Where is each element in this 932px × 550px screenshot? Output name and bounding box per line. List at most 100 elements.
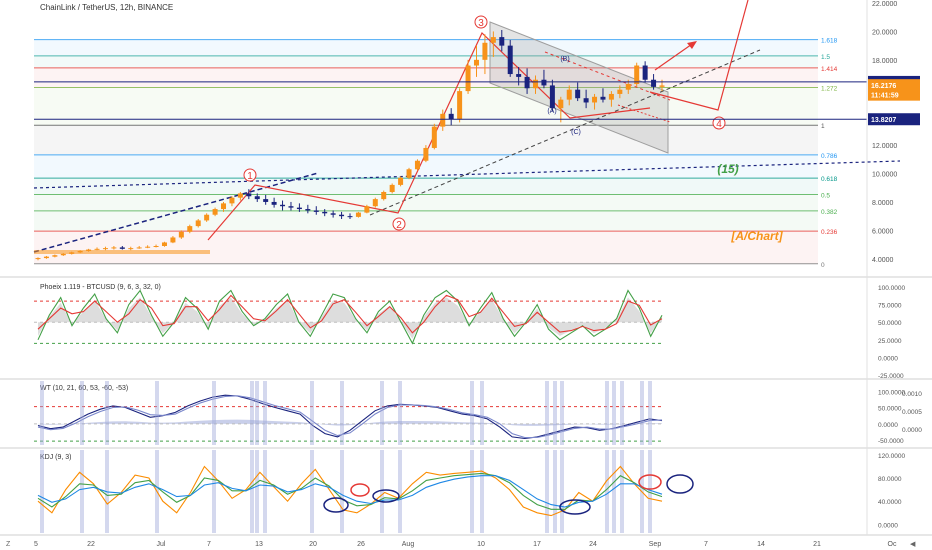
candle-body [423,147,429,161]
candle-body [136,247,142,249]
price-tag-label: 13.8207 [871,117,896,124]
time-tick-label: 20 [309,541,317,548]
indicator-tick-label: 0.0000 [878,422,898,429]
price-axis: 22.000020.000018.000016.000014.000012.00… [868,1,920,264]
time-tick-label: 24 [589,541,597,548]
corner-button-left[interactable]: Z [6,541,11,548]
indicator-tick-label: 0.0000 [878,522,898,529]
signal-bar [250,381,254,445]
indicator-tick-label: 75.0000 [878,303,902,310]
candle-body [507,45,513,75]
price-tag [868,79,920,92]
signal-bar [648,450,652,533]
indicator-tick-label: 25.0000 [878,338,902,345]
signal-bar [212,450,216,533]
price-tick-label: 20.0000 [872,29,897,36]
time-tick-label: 21 [813,541,821,548]
wave-4-label: 4 [716,119,722,130]
kdj-circle-2[interactable] [350,483,370,497]
signal-bar [553,450,557,533]
candle-body [541,79,547,86]
wave-2-marker[interactable] [392,217,406,231]
candle-body [549,85,555,109]
target-arrow[interactable] [654,41,696,71]
wave-1-marker[interactable] [243,168,257,182]
wave-projection[interactable] [649,0,749,111]
signal-bar [620,450,624,533]
phoenix-pane: Phoeix 1.119 - BTCUSD (9, 6, 3, 32, 0) 1… [34,284,905,380]
corner-button-right[interactable]: ◀ [910,541,916,548]
phoenix-histogram [38,297,662,339]
wave-3-marker[interactable] [474,15,488,29]
candle-body [575,89,581,99]
annotation-15: (15) [717,162,738,176]
fib-level-label: 1 [821,123,825,130]
candle-body [86,249,92,251]
kdj-circle-5[interactable] [638,474,662,490]
indicator-tick-label: 100.0000 [878,285,905,292]
signal-bar [560,450,564,533]
candle-body [305,209,311,211]
signal-bar [310,381,314,445]
wave-4-marker[interactable] [712,116,726,130]
wave-3-label: 3 [478,18,484,29]
correction-line[interactable] [544,51,671,101]
price-tag [868,113,920,126]
candle-body [221,203,227,210]
kdj-circle-4[interactable] [559,499,591,515]
candle-body [414,160,420,170]
candle-body [625,84,631,90]
signal-bar [470,381,474,445]
indicator-tick-label: 50.0000 [878,406,902,413]
candle-body [364,206,370,213]
wavetrend-secondary-tick: 0.0000 [902,427,922,434]
candle-body [516,74,522,77]
fib-level-label: 0.382 [821,209,838,216]
candle-body [465,65,471,92]
fib-level-label: 0.5 [821,192,830,199]
wavetrend-title: WT (10, 21, 60, 53, -60, -53) [40,385,128,392]
candle-body [524,76,530,89]
signal-bar [250,450,254,533]
trendline-rising[interactable] [369,49,761,216]
candle-body [431,126,437,148]
indicator-series-line [37,394,663,440]
indicator-series-line [37,475,663,508]
fib-band [34,154,818,179]
candle-body [372,199,378,207]
indicator-tick-label: 100.0000 [878,389,905,396]
candle-body [204,214,210,221]
kdj-circle-6[interactable] [666,474,694,494]
kdj-title: KDJ (9, 3) [40,454,72,461]
signal-bar [620,381,624,445]
correction-channel[interactable] [489,21,669,154]
price-tag [868,88,920,101]
fib-level-label: 1.618 [821,38,838,45]
kdj-circle-3[interactable] [372,489,400,503]
price-tag-label: 16.2176 [871,83,896,90]
kdj-circle-1[interactable] [323,497,349,513]
time-tick-label: 7 [207,541,211,548]
candle-body [288,206,294,208]
price-tick-label: 10.0000 [872,172,897,179]
trendline-lower[interactable] [33,172,319,253]
signal-bar [105,381,109,445]
fib-level-label: 1.414 [821,66,838,73]
indicator-series-line [37,472,663,510]
fibonacci-levels: 1.618 1.5 1.414 1.272 1 0.786 0.618 0.5 0.382 0.2… [34,38,838,269]
price-tick-label: 8.0000 [872,200,894,207]
chart-title: ChainLink / TetherUS, 12h, BINANCE [40,3,173,12]
candle-body [473,59,479,66]
time-tick-label: 22 [87,541,95,548]
fib-level-label: 1.5 [821,54,830,61]
time-tick-label: 26 [357,541,365,548]
candle-body [280,204,286,207]
candle-body [617,89,623,94]
fib-level-label: 1.272 [821,86,838,93]
indicator-tick-label: 50.0000 [878,320,902,327]
signal-bar [263,450,267,533]
candle-body [440,113,446,127]
candle-body [339,214,345,217]
